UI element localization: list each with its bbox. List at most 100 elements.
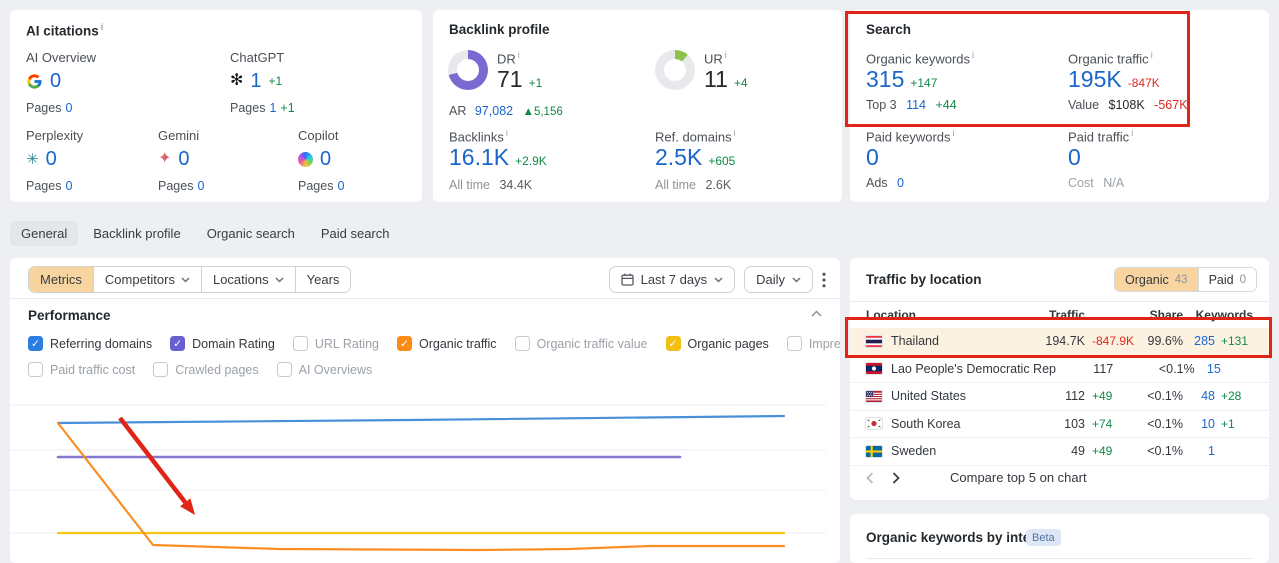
ai-engine-ai-overview: AI Overview 0 Pages 0	[26, 50, 230, 115]
ar-value[interactable]: 97,082	[474, 104, 514, 118]
backlink-profile-card: Backlink profile DR i 71 +1 AR 97,082 ▲5,1…	[433, 10, 842, 202]
divider	[850, 301, 1269, 302]
location-row-south-korea[interactable]: South Korea 103 +74 <0.1% 10 +1	[850, 411, 1269, 438]
info-icon[interactable]: i	[972, 50, 975, 60]
ref-domains-alltime: All time 2.6K	[655, 178, 732, 192]
metric-toggle-ai-overviews[interactable]: AI Overviews	[276, 362, 372, 377]
series-line-referring-domains[interactable]	[56, 414, 786, 425]
flag-th-icon	[866, 335, 882, 347]
engine-name: ChatGPT	[230, 50, 285, 65]
flag-se-icon	[866, 445, 882, 457]
pages-value[interactable]: 1	[269, 101, 277, 115]
backlinks-delta: +2.9K	[515, 154, 547, 168]
date-range-picker[interactable]: Last 7 days	[608, 266, 736, 293]
backlinks-value[interactable]: 16.1K	[449, 144, 510, 170]
unchecked-checkbox-icon	[786, 336, 802, 351]
metric-toggle-domain-rating[interactable]: ✓ Domain Rating	[170, 336, 275, 351]
tab-paid-search[interactable]: Paid search	[320, 225, 390, 241]
pages-value[interactable]: 0	[337, 179, 345, 193]
metric-toggle-organic-traffic[interactable]: ✓ Organic traffic	[396, 336, 497, 351]
backlink-profile-title: Backlink profile	[449, 22, 550, 37]
keywords-delta: +131	[1221, 334, 1249, 349]
chevron-down-icon	[792, 276, 801, 283]
next-page-icon[interactable]	[892, 471, 918, 484]
engine-name: Perplexity	[26, 128, 84, 143]
ref-domains-delta: +605	[708, 154, 736, 168]
keywords-value[interactable]: 48	[1201, 389, 1215, 404]
competitors-dropdown[interactable]: Competitors	[92, 267, 201, 292]
performance-chart[interactable]	[10, 380, 840, 563]
locations-dropdown[interactable]: Locations	[200, 267, 295, 292]
keywords-value[interactable]: 1	[1208, 444, 1215, 459]
info-icon[interactable]: i	[1131, 128, 1134, 138]
paid-keywords-value-row: 0	[866, 144, 879, 171]
location-name: South Korea	[891, 416, 961, 431]
ref-domains-value[interactable]: 2.5K	[655, 144, 703, 170]
location-row-lao-people-s-democratic-rep[interactable]: Lao People's Democratic Rep 117 <0.1% 15	[850, 356, 1269, 383]
top3-value[interactable]: 114	[906, 98, 927, 112]
years-button[interactable]: Years	[294, 267, 351, 292]
pages-value[interactable]: 0	[65, 101, 73, 115]
metric-toggle-paid-traffic-cost[interactable]: Paid traffic cost	[28, 362, 135, 377]
citations-value[interactable]: 1	[250, 69, 262, 92]
organic-traffic-value-row: 195K -847K	[1068, 66, 1160, 93]
metric-toggle-referring-domains[interactable]: ✓ Referring domains	[28, 336, 152, 351]
unchecked-checkbox-icon	[276, 362, 292, 377]
info-icon[interactable]: i	[1150, 50, 1153, 60]
tab-organic-search[interactable]: Organic search	[206, 225, 295, 241]
paid-keywords-value[interactable]: 0	[866, 144, 879, 170]
paid-traffic-value-row: 0	[1068, 144, 1081, 171]
citations-value[interactable]: 0	[50, 69, 62, 92]
metric-toggle-url-rating[interactable]: URL Rating	[292, 336, 379, 351]
organic-keywords-value[interactable]: 315	[866, 66, 905, 92]
tab-backlink-profile[interactable]: Backlink profile	[93, 225, 181, 241]
ai-citations-title: AI citations i	[26, 22, 104, 39]
citations-value[interactable]: 0	[320, 147, 332, 170]
backlinks-alltime: All time 34.4K	[449, 178, 533, 192]
collapse-section-icon[interactable]	[811, 310, 822, 317]
metric-toggle-crawled-pages[interactable]: Crawled pages	[153, 362, 259, 377]
location-row-thailand[interactable]: Thailand 194.7K -847.9K 99.6% 285 +131	[850, 328, 1269, 356]
citations-value[interactable]: 0	[45, 147, 57, 170]
traffic-by-location-title: Traffic by location	[866, 272, 982, 287]
pages-value[interactable]: 0	[197, 179, 205, 193]
checked-checkbox-icon: ✓	[396, 336, 412, 351]
chatgpt-icon: ✻	[230, 72, 244, 89]
metric-toggle-organic-pages[interactable]: ✓ Organic pages	[665, 336, 769, 351]
engine-name: Copilot	[298, 128, 339, 143]
info-icon[interactable]: i	[952, 128, 955, 138]
granularity-dropdown[interactable]: Daily	[744, 266, 813, 293]
cost-row: Cost N/A	[1068, 176, 1125, 190]
pages-value[interactable]: 0	[65, 179, 73, 193]
organic-traffic-value[interactable]: 195K	[1068, 66, 1122, 92]
paid-traffic-value[interactable]: 0	[1068, 144, 1081, 170]
series-line-organic-traffic[interactable]	[56, 421, 786, 552]
location-row-sweden[interactable]: Sweden 49 +49 <0.1% 1	[850, 438, 1269, 466]
keywords-delta: +1	[1221, 416, 1235, 431]
keywords-value[interactable]: 285	[1194, 334, 1215, 349]
info-icon[interactable]: i	[517, 50, 520, 60]
info-icon[interactable]: i	[733, 128, 736, 138]
keywords-value[interactable]: 10	[1201, 416, 1215, 431]
beta-badge: Beta	[1026, 529, 1061, 546]
ads-row: Ads 0	[866, 176, 904, 190]
checked-checkbox-icon: ✓	[28, 336, 43, 351]
info-icon[interactable]: i	[724, 50, 727, 60]
traffic-value: 103	[1064, 416, 1085, 431]
prev-page-icon[interactable]	[866, 471, 892, 484]
citations-value[interactable]: 0	[178, 147, 190, 170]
metric-toggle-organic-traffic-value[interactable]: Organic traffic value	[514, 336, 648, 351]
info-icon[interactable]: i	[505, 128, 508, 138]
toggle-paid[interactable]: Paid 0	[1197, 268, 1256, 291]
metrics-button[interactable]: Metrics	[29, 267, 93, 292]
metric-toggles-row-1: ✓ Referring domains ✓ Domain Rating URL Rati…	[28, 336, 840, 351]
kebab-menu-icon[interactable]	[822, 272, 826, 288]
tab-general[interactable]: General	[10, 220, 79, 246]
toggle-organic[interactable]: Organic 43	[1114, 268, 1198, 291]
location-row-united-states[interactable]: United States 112 +49 <0.1% 48 +28	[850, 383, 1269, 411]
info-icon[interactable]: i	[100, 22, 104, 32]
metric-toggle-impressions[interactable]: Impressions	[786, 336, 840, 351]
keywords-value[interactable]: 15	[1206, 361, 1221, 376]
traffic-value: 194.7K	[1045, 334, 1085, 349]
compare-top5-link[interactable]: Compare top 5 on chart	[950, 470, 1087, 485]
